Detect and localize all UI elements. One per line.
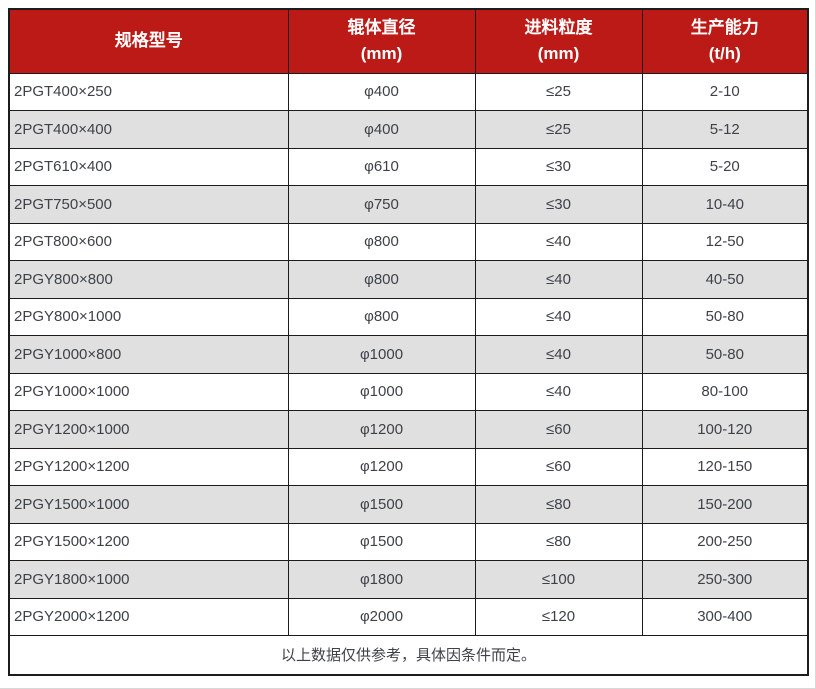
feed-size-cell: ≤30 bbox=[474, 147, 643, 186]
diameter-cell: φ800 bbox=[287, 260, 476, 299]
feed-size-cell: ≤60 bbox=[474, 447, 643, 486]
diameter-cell: φ800 bbox=[287, 222, 476, 261]
header-capacity: 生产能力 (t/h) bbox=[641, 8, 809, 74]
capacity-cell: 200-250 bbox=[641, 522, 809, 561]
diameter-cell: φ1800 bbox=[287, 560, 476, 599]
model-cell: 2PGY1500×1000 bbox=[8, 485, 289, 524]
table-row: 2PGY1200×1000 φ1200 ≤60 100-120 bbox=[8, 410, 809, 449]
header-diameter-unit: (mm) bbox=[360, 44, 403, 64]
table-row: 2PGY1000×800 φ1000 ≤40 50-80 bbox=[8, 335, 809, 374]
capacity-cell: 120-150 bbox=[641, 447, 809, 486]
header-feed-size-label: 进料粒度 bbox=[524, 18, 593, 38]
feed-size-cell: ≤40 bbox=[474, 372, 643, 411]
feed-size-cell: ≤60 bbox=[474, 410, 643, 449]
table-row: 2PGY2000×1200 φ2000 ≤120 300-400 bbox=[8, 597, 809, 636]
table-row: 2PGY1800×1000 φ1800 ≤100 250-300 bbox=[8, 560, 809, 599]
capacity-cell: 100-120 bbox=[641, 410, 809, 449]
model-cell: 2PGT750×500 bbox=[8, 185, 289, 224]
header-model: 规格型号 bbox=[8, 8, 289, 74]
header-diameter-label: 辊体直径 bbox=[347, 18, 416, 38]
table-header: 规格型号 辊体直径 (mm) 进料粒度 (mm) 生产能力 (t/h) bbox=[8, 8, 809, 74]
diameter-cell: φ400 bbox=[287, 110, 476, 149]
model-cell: 2PGY800×800 bbox=[8, 260, 289, 299]
feed-size-cell: ≤80 bbox=[474, 485, 643, 524]
model-cell: 2PGY1200×1200 bbox=[8, 447, 289, 486]
table-row: 2PGY800×1000 φ800 ≤40 50-80 bbox=[8, 297, 809, 336]
footer-note: 以上数据仅供参考，具体因条件而定。 bbox=[8, 635, 809, 675]
table-row: 2PGY1500×1200 φ1500 ≤80 200-250 bbox=[8, 522, 809, 561]
capacity-cell: 50-80 bbox=[641, 297, 809, 336]
capacity-cell: 150-200 bbox=[641, 485, 809, 524]
feed-size-cell: ≤40 bbox=[474, 260, 643, 299]
capacity-cell: 40-50 bbox=[641, 260, 809, 299]
table-row: 2PGY800×800 φ800 ≤40 40-50 bbox=[8, 260, 809, 299]
capacity-cell: 50-80 bbox=[641, 335, 809, 374]
model-cell: 2PGT400×250 bbox=[8, 72, 289, 111]
header-diameter: 辊体直径 (mm) bbox=[287, 8, 476, 74]
diameter-cell: φ400 bbox=[287, 72, 476, 111]
spec-table: 规格型号 辊体直径 (mm) 进料粒度 (mm) 生产能力 (t/h) 2PGT… bbox=[8, 8, 809, 676]
feed-size-cell: ≤25 bbox=[474, 72, 643, 111]
diameter-cell: φ2000 bbox=[287, 597, 476, 636]
model-cell: 2PGY1800×1000 bbox=[8, 560, 289, 599]
diameter-cell: φ610 bbox=[287, 147, 476, 186]
capacity-cell: 12-50 bbox=[641, 222, 809, 261]
table-row: 2PGT610×400 φ610 ≤30 5-20 bbox=[8, 147, 809, 186]
table-row: 2PGT800×600 φ800 ≤40 12-50 bbox=[8, 222, 809, 261]
header-capacity-unit: (t/h) bbox=[708, 44, 741, 64]
feed-size-cell: ≤30 bbox=[474, 185, 643, 224]
capacity-cell: 2-10 bbox=[641, 72, 809, 111]
diameter-cell: φ750 bbox=[287, 185, 476, 224]
feed-size-cell: ≤80 bbox=[474, 522, 643, 561]
diameter-cell: φ1200 bbox=[287, 447, 476, 486]
table-row: 2PGT400×250 φ400 ≤25 2-10 bbox=[8, 72, 809, 111]
model-cell: 2PGY1000×1000 bbox=[8, 372, 289, 411]
model-cell: 2PGT800×600 bbox=[8, 222, 289, 261]
header-feed-size: 进料粒度 (mm) bbox=[474, 8, 643, 74]
footer-row: 以上数据仅供参考，具体因条件而定。 bbox=[8, 635, 809, 675]
diameter-cell: φ1200 bbox=[287, 410, 476, 449]
header-capacity-label: 生产能力 bbox=[690, 18, 759, 38]
table-row: 2PGT400×400 φ400 ≤25 5-12 bbox=[8, 110, 809, 149]
capacity-cell: 10-40 bbox=[641, 185, 809, 224]
capacity-cell: 250-300 bbox=[641, 560, 809, 599]
table-body: 2PGT400×250 φ400 ≤25 2-10 2PGT400×400 φ400 ≤25… bbox=[8, 72, 809, 636]
feed-size-cell: ≤40 bbox=[474, 222, 643, 261]
capacity-cell: 5-12 bbox=[641, 110, 809, 149]
table-row: 2PGY1500×1000 φ1500 ≤80 150-200 bbox=[8, 485, 809, 524]
model-cell: 2PGY1500×1200 bbox=[8, 522, 289, 561]
header-row: 规格型号 辊体直径 (mm) 进料粒度 (mm) 生产能力 (t/h) bbox=[8, 8, 809, 74]
diameter-cell: φ1000 bbox=[287, 372, 476, 411]
capacity-cell: 300-400 bbox=[641, 597, 809, 636]
table-row: 2PGY1200×1200 φ1200 ≤60 120-150 bbox=[8, 447, 809, 486]
feed-size-cell: ≤100 bbox=[474, 560, 643, 599]
model-cell: 2PGY2000×1200 bbox=[8, 597, 289, 636]
feed-size-cell: ≤120 bbox=[474, 597, 643, 636]
diameter-cell: φ1500 bbox=[287, 485, 476, 524]
model-cell: 2PGY1000×800 bbox=[8, 335, 289, 374]
header-model-label: 规格型号 bbox=[114, 31, 183, 51]
model-cell: 2PGY800×1000 bbox=[8, 297, 289, 336]
table-row: 2PGT750×500 φ750 ≤30 10-40 bbox=[8, 185, 809, 224]
diameter-cell: φ1500 bbox=[287, 522, 476, 561]
capacity-cell: 5-20 bbox=[641, 147, 809, 186]
capacity-cell: 80-100 bbox=[641, 372, 809, 411]
feed-size-cell: ≤40 bbox=[474, 297, 643, 336]
model-cell: 2PGT400×400 bbox=[8, 110, 289, 149]
diameter-cell: φ1000 bbox=[287, 335, 476, 374]
table-footer: 以上数据仅供参考，具体因条件而定。 bbox=[8, 635, 809, 675]
model-cell: 2PGT610×400 bbox=[8, 147, 289, 186]
header-feed-size-unit: (mm) bbox=[537, 44, 580, 64]
feed-size-cell: ≤25 bbox=[474, 110, 643, 149]
diameter-cell: φ800 bbox=[287, 297, 476, 336]
model-cell: 2PGY1200×1000 bbox=[8, 410, 289, 449]
feed-size-cell: ≤40 bbox=[474, 335, 643, 374]
table-row: 2PGY1000×1000 φ1000 ≤40 80-100 bbox=[8, 372, 809, 411]
